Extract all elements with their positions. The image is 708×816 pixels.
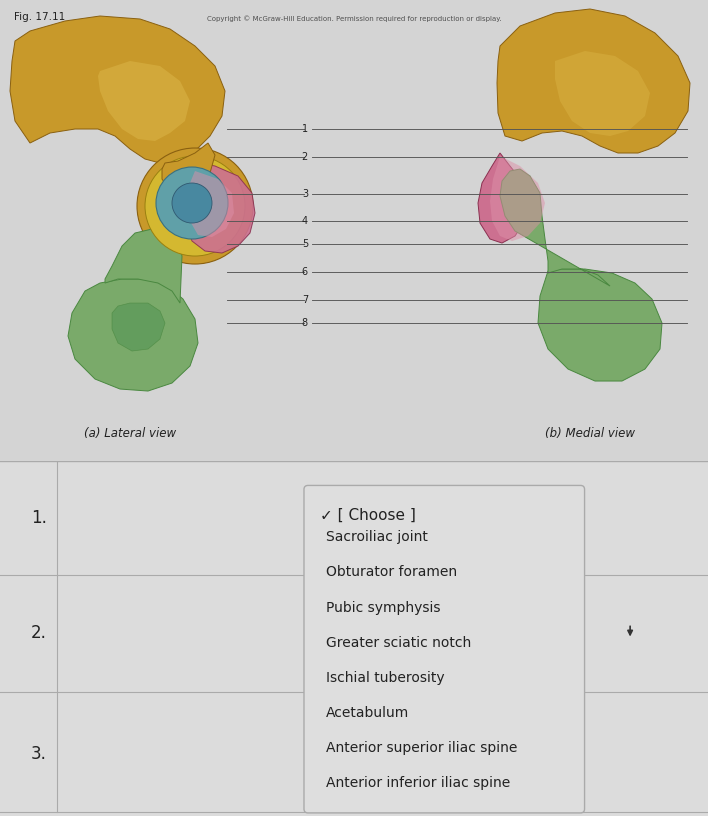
- Text: Obturator foramen: Obturator foramen: [326, 565, 457, 579]
- Polygon shape: [98, 61, 190, 141]
- Polygon shape: [182, 161, 255, 253]
- Polygon shape: [162, 143, 215, 193]
- Text: 8: 8: [302, 317, 308, 328]
- Text: (b) Medial view: (b) Medial view: [545, 427, 635, 440]
- Polygon shape: [188, 171, 234, 237]
- Circle shape: [145, 156, 245, 256]
- Text: Copyright © McGraw-Hill Education. Permission required for reproduction or displ: Copyright © McGraw-Hill Education. Permi…: [207, 16, 501, 22]
- Text: ✓ [ Choose ]: ✓ [ Choose ]: [320, 508, 416, 522]
- Text: 2: 2: [302, 152, 308, 162]
- Text: Acetabulum: Acetabulum: [326, 706, 409, 720]
- Polygon shape: [68, 279, 198, 391]
- Text: 5: 5: [302, 239, 308, 250]
- Circle shape: [156, 167, 228, 239]
- Text: (a) Lateral view: (a) Lateral view: [84, 427, 176, 440]
- Polygon shape: [105, 229, 182, 303]
- Text: Anterior superior iliac spine: Anterior superior iliac spine: [326, 741, 518, 755]
- Polygon shape: [490, 156, 545, 241]
- Polygon shape: [497, 9, 690, 153]
- Text: Fig. 17.11: Fig. 17.11: [14, 12, 65, 22]
- Text: Sacroiliac joint: Sacroiliac joint: [326, 530, 428, 544]
- Text: 6: 6: [302, 267, 308, 277]
- Polygon shape: [555, 51, 650, 136]
- Text: Anterior inferior iliac spine: Anterior inferior iliac spine: [326, 776, 510, 791]
- Text: Greater sciatic notch: Greater sciatic notch: [326, 636, 472, 650]
- Polygon shape: [538, 269, 662, 381]
- Text: Ischial tuberosity: Ischial tuberosity: [326, 671, 445, 685]
- Text: 7: 7: [302, 295, 308, 304]
- Text: Pubic symphysis: Pubic symphysis: [326, 601, 440, 614]
- Polygon shape: [500, 169, 610, 286]
- Polygon shape: [478, 153, 528, 243]
- Text: 1.: 1.: [31, 509, 47, 527]
- FancyBboxPatch shape: [304, 486, 585, 813]
- Polygon shape: [10, 16, 225, 163]
- Text: 4: 4: [302, 216, 308, 226]
- Circle shape: [172, 183, 212, 223]
- Text: 1: 1: [302, 124, 308, 134]
- Text: 3: 3: [302, 188, 308, 198]
- Text: 3.: 3.: [31, 745, 47, 763]
- Circle shape: [137, 148, 253, 264]
- Polygon shape: [112, 303, 165, 351]
- Text: 2.: 2.: [31, 624, 47, 642]
